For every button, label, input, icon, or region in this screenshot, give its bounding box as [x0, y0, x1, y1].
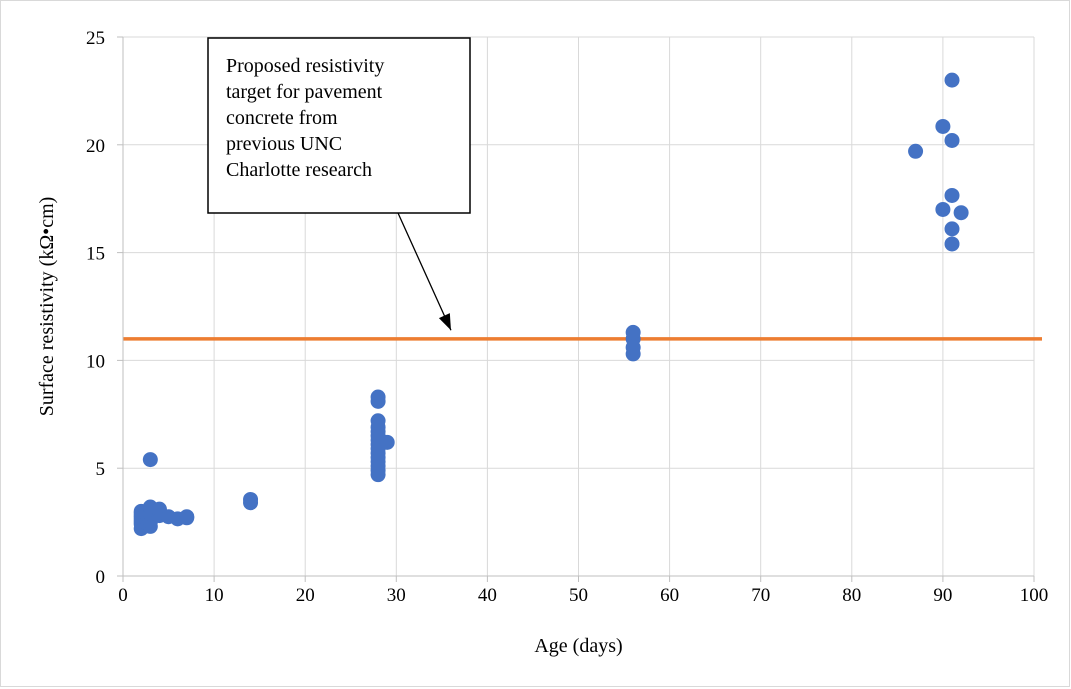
- data-points: [133, 72, 969, 537]
- annotation-text-line: previous UNC: [226, 133, 342, 155]
- data-point: [944, 72, 960, 88]
- x-tick-label: 20: [296, 585, 315, 606]
- x-axis-title: Age (days): [534, 635, 622, 657]
- x-tick-label: 40: [478, 585, 497, 606]
- axes: 0 10 20 30 40 50 60 70 80 90 100 0 5 10 15 20 25: [86, 28, 1048, 606]
- data-point: [944, 236, 960, 252]
- y-tick-label: 5: [96, 459, 106, 480]
- x-tick-label: 70: [751, 585, 770, 606]
- annotation-box: [207, 37, 471, 214]
- x-tick-label: 90: [933, 585, 952, 606]
- data-point: [179, 509, 195, 525]
- y-tick-label: 10: [86, 351, 105, 372]
- data-point: [953, 205, 969, 221]
- data-point: [625, 324, 641, 340]
- gridlines: [123, 36, 1035, 576]
- annotation-text-line: Proposed resistivity: [226, 55, 384, 77]
- data-point: [370, 413, 386, 429]
- y-tick-label: 20: [86, 136, 105, 157]
- annotation-text-line: concrete from: [226, 107, 338, 129]
- x-tick-label: 100: [1020, 585, 1049, 606]
- data-point: [935, 118, 951, 134]
- x-tick-label: 10: [205, 585, 224, 606]
- y-tick-label: 0: [96, 567, 106, 588]
- data-point: [908, 143, 924, 159]
- annotation-text-line: Charlotte research: [226, 159, 372, 181]
- annotation-arrow-line: [397, 212, 452, 331]
- data-point: [142, 452, 158, 468]
- x-tick-label: 50: [569, 585, 588, 606]
- data-point: [379, 434, 395, 450]
- y-tick-label: 15: [86, 244, 105, 265]
- annotation-text-line: target for pavement: [226, 81, 383, 103]
- y-axis-title: Surface resistivity (kΩ•cm): [36, 197, 58, 417]
- annotation: Proposed resistivity target for pavement c…: [207, 37, 471, 331]
- data-point: [944, 221, 960, 237]
- y-tick-label: 25: [86, 28, 105, 49]
- data-point: [944, 187, 960, 203]
- data-point: [935, 201, 951, 217]
- x-tick-label: 80: [842, 585, 861, 606]
- x-tick-label: 60: [660, 585, 679, 606]
- x-tick-label: 0: [118, 585, 128, 606]
- data-point: [370, 389, 386, 405]
- data-point: [944, 132, 960, 148]
- annotation-arrow-head: [438, 313, 451, 331]
- data-point: [243, 491, 259, 507]
- x-tick-label: 30: [387, 585, 406, 606]
